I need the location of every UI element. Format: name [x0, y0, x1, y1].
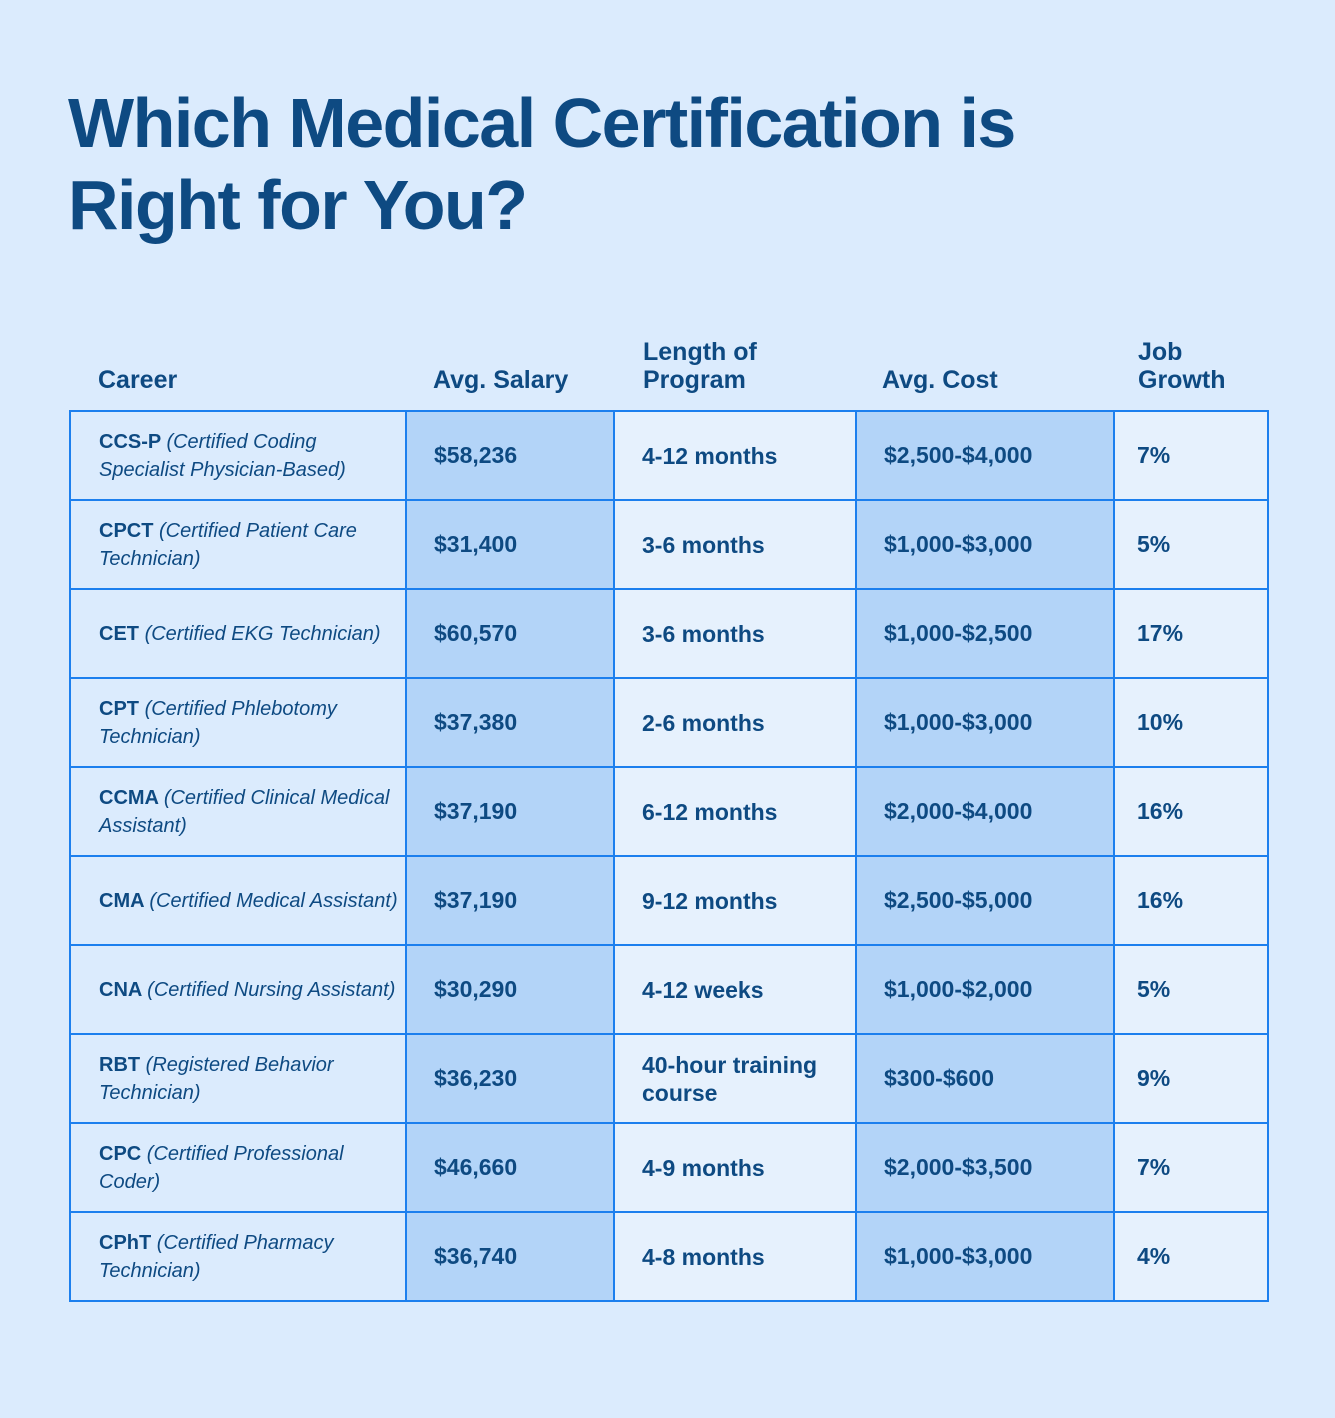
cost-cell: $1,000-$2,500	[855, 588, 1115, 679]
length-cell: 6-12 months	[613, 766, 857, 857]
header-career: Career	[98, 366, 178, 394]
certification-table: CCS-P (Certified Coding Specialist Physi…	[69, 410, 1269, 1302]
length-cell: 4-8 months	[613, 1211, 857, 1302]
career-abbr: CCMA	[99, 786, 159, 809]
career-name: (Certified Nursing Assistant)	[147, 978, 396, 1001]
length-cell: 4-12 months	[613, 410, 857, 501]
career-cell: CMA (Certified Medical Assistant)	[69, 855, 407, 946]
career-name: (Certified Pharmacy Technician)	[99, 1231, 334, 1282]
salary-cell: $31,400	[405, 499, 615, 590]
length-cell: 3-6 months	[613, 588, 857, 679]
career-name: (Certified Phlebotomy Technician)	[99, 697, 337, 748]
table-row: CNA (Certified Nursing Assistant) $30,29…	[69, 944, 1269, 1035]
career-abbr: CNA	[99, 978, 142, 1001]
table-row: CET (Certified EKG Technician) $60,570 3…	[69, 588, 1269, 679]
career-cell: CPT (Certified Phlebotomy Technician)	[69, 677, 407, 768]
career-name: (Certified Coding Specialist Physician-B…	[99, 430, 346, 481]
length-cell: 9-12 months	[613, 855, 857, 946]
career-name: (Certified Clinical Medical Assistant)	[99, 786, 390, 837]
table-header: Career Avg. Salary Length of Program Avg…	[69, 334, 1267, 404]
salary-cell: $46,660	[405, 1122, 615, 1213]
growth-cell: 17%	[1113, 588, 1269, 679]
header-cost: Avg. Cost	[882, 366, 998, 394]
header-salary: Avg. Salary	[433, 366, 569, 394]
career-cell: CPC (Certified Professional Coder)	[69, 1122, 407, 1213]
cost-cell: $1,000-$2,000	[855, 944, 1115, 1035]
table-row: CPhT (Certified Pharmacy Technician) $36…	[69, 1211, 1269, 1302]
career-name: (Certified Professional Coder)	[99, 1142, 344, 1193]
length-cell: 3-6 months	[613, 499, 857, 590]
table-row: CCMA (Certified Clinical Medical Assista…	[69, 766, 1269, 857]
career-abbr: RBT	[99, 1053, 141, 1076]
career-abbr: CPhT	[99, 1231, 152, 1254]
career-cell: CPhT (Certified Pharmacy Technician)	[69, 1211, 407, 1302]
table-row: CPCT (Certified Patient Care Technician)…	[69, 499, 1269, 590]
growth-cell: 7%	[1113, 410, 1269, 501]
salary-cell: $37,190	[405, 855, 615, 946]
salary-cell: $36,230	[405, 1033, 615, 1124]
cost-cell: $1,000-$3,000	[855, 499, 1115, 590]
length-cell: 4-12 weeks	[613, 944, 857, 1035]
career-abbr: CCS-P	[99, 430, 161, 453]
length-cell: 2-6 months	[613, 677, 857, 768]
table-row: CPC (Certified Professional Coder) $46,6…	[69, 1122, 1269, 1213]
cost-cell: $1,000-$3,000	[855, 677, 1115, 768]
salary-cell: $37,380	[405, 677, 615, 768]
cost-cell: $2,500-$5,000	[855, 855, 1115, 946]
salary-cell: $30,290	[405, 944, 615, 1035]
cost-cell: $2,000-$3,500	[855, 1122, 1115, 1213]
career-abbr: CPCT	[99, 519, 154, 542]
career-name: (Certified Patient Care Technician)	[99, 519, 357, 570]
cost-cell: $2,500-$4,000	[855, 410, 1115, 501]
career-name: (Certified Medical Assistant)	[149, 889, 398, 912]
page-title: Which Medical Certification is Right for…	[68, 84, 1016, 244]
career-cell: CPCT (Certified Patient Care Technician)	[69, 499, 407, 590]
table-row: RBT (Registered Behavior Technician) $36…	[69, 1033, 1269, 1124]
career-cell: CCS-P (Certified Coding Specialist Physi…	[69, 410, 407, 501]
salary-cell: $37,190	[405, 766, 615, 857]
career-name: (Certified EKG Technician)	[144, 622, 381, 645]
cost-cell: $300-$600	[855, 1033, 1115, 1124]
table-row: CMA (Certified Medical Assistant) $37,19…	[69, 855, 1269, 946]
growth-cell: 4%	[1113, 1211, 1269, 1302]
table-row: CCS-P (Certified Coding Specialist Physi…	[69, 410, 1269, 501]
table-row: CPT (Certified Phlebotomy Technician) $3…	[69, 677, 1269, 768]
career-cell: RBT (Registered Behavior Technician)	[69, 1033, 407, 1124]
career-name: (Registered Behavior Technician)	[99, 1053, 334, 1104]
salary-cell: $36,740	[405, 1211, 615, 1302]
cost-cell: $2,000-$4,000	[855, 766, 1115, 857]
growth-cell: 16%	[1113, 855, 1269, 946]
growth-cell: 16%	[1113, 766, 1269, 857]
growth-cell: 7%	[1113, 1122, 1269, 1213]
career-abbr: CMA	[99, 889, 144, 912]
career-cell: CCMA (Certified Clinical Medical Assista…	[69, 766, 407, 857]
length-cell: 40-hour training course	[613, 1033, 857, 1124]
cost-cell: $1,000-$3,000	[855, 1211, 1115, 1302]
career-abbr: CPT	[99, 697, 139, 720]
career-cell: CET (Certified EKG Technician)	[69, 588, 407, 679]
career-abbr: CET	[99, 622, 139, 645]
salary-cell: $58,236	[405, 410, 615, 501]
growth-cell: 10%	[1113, 677, 1269, 768]
header-length: Length of Program	[643, 338, 757, 394]
career-cell: CNA (Certified Nursing Assistant)	[69, 944, 407, 1035]
header-growth: Job Growth	[1138, 338, 1226, 394]
growth-cell: 5%	[1113, 944, 1269, 1035]
length-cell: 4-9 months	[613, 1122, 857, 1213]
growth-cell: 9%	[1113, 1033, 1269, 1124]
salary-cell: $60,570	[405, 588, 615, 679]
growth-cell: 5%	[1113, 499, 1269, 590]
career-abbr: CPC	[99, 1142, 142, 1165]
